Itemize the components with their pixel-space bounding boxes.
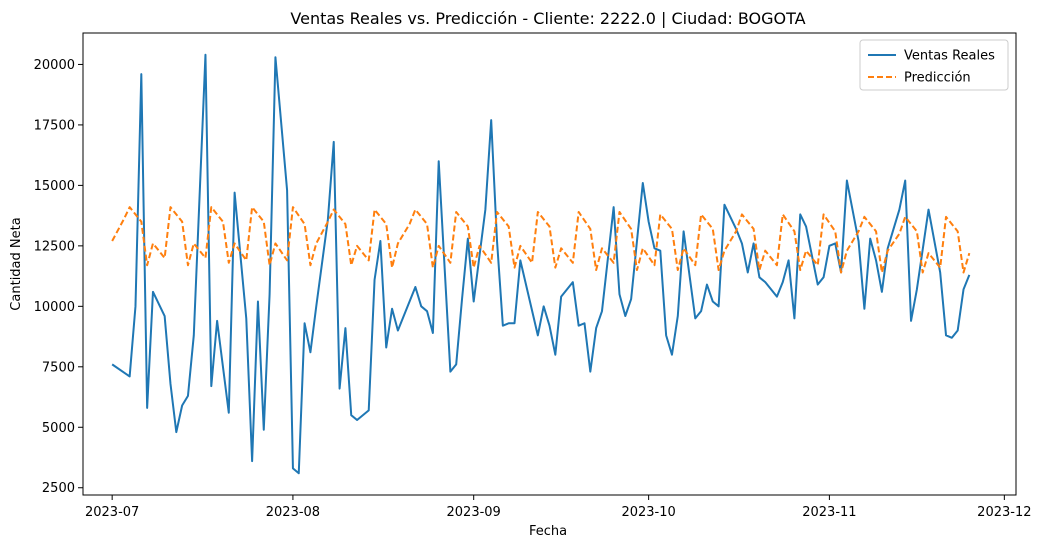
chart-title: Ventas Reales vs. Predicción - Cliente: … xyxy=(290,9,805,28)
x-axis-label: Fecha xyxy=(529,524,567,539)
y-tick-label: 10000 xyxy=(34,300,75,315)
y-tick-label: 2500 xyxy=(42,481,75,496)
legend-box xyxy=(859,39,1009,91)
x-tick-label: 2023-08 xyxy=(266,505,320,520)
y-tick-label: 20000 xyxy=(34,58,75,73)
series-line-0 xyxy=(111,53,971,475)
x-tick-label: 2023-12 xyxy=(977,505,1031,520)
y-tick-label: 5000 xyxy=(42,421,75,436)
y-tick-label: 15000 xyxy=(34,179,75,194)
plot-frame xyxy=(82,32,1017,496)
x-tick-label: 2023-09 xyxy=(447,505,501,520)
legend: Ventas Reales Predicción xyxy=(859,39,1009,91)
legend-label: Predicción xyxy=(904,71,971,86)
series-layer xyxy=(111,53,971,475)
y-axis: 2500 5000 7500 10000 12500 15000 17500 20000 xyxy=(34,58,83,496)
x-tick-label: 2023-07 xyxy=(85,505,139,520)
y-tick-label: 17500 xyxy=(34,118,75,133)
y-tick-label: 12500 xyxy=(34,239,75,254)
x-tick-label: 2023-10 xyxy=(621,505,675,520)
y-tick-label: 7500 xyxy=(42,360,75,375)
series-line-1 xyxy=(111,206,971,274)
x-axis: 2023-07 2023-08 2023-09 2023-10 2023-11 2023-… xyxy=(85,495,1032,520)
x-tick-label: 2023-11 xyxy=(802,505,856,520)
legend-label: Ventas Reales xyxy=(904,49,995,64)
y-axis-label: Cantidad Neta xyxy=(9,217,24,310)
